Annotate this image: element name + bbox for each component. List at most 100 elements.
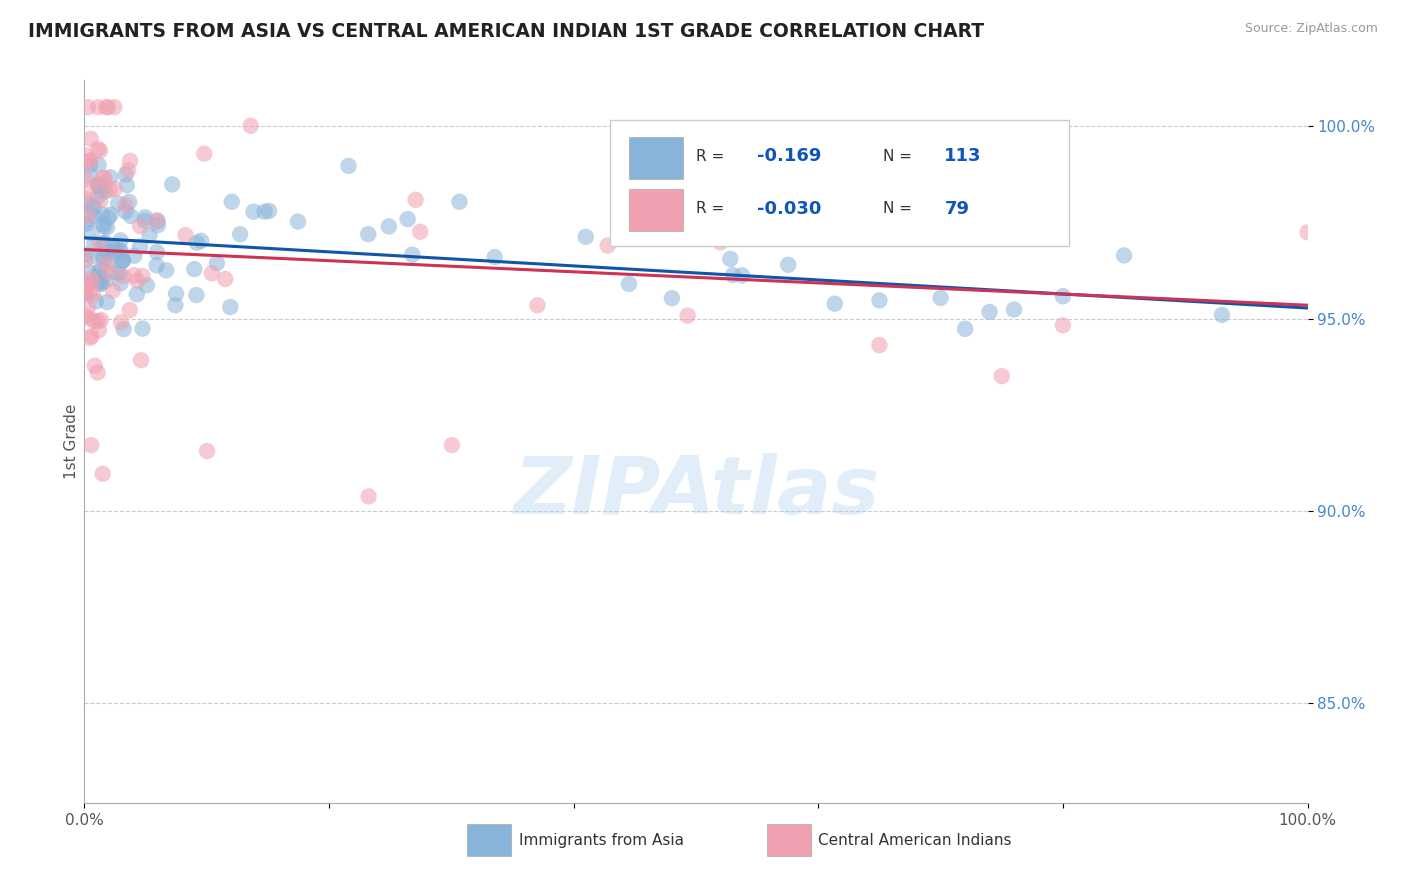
- Point: [378, 219, 401, 234]
- Point: [405, 193, 427, 207]
- Point: [1052, 289, 1074, 303]
- Point: [953, 322, 976, 336]
- Point: [127, 274, 149, 288]
- Point: [120, 153, 142, 168]
- Point: [146, 214, 169, 228]
- Point: [118, 303, 141, 318]
- Point: [97, 211, 120, 225]
- Point: [110, 277, 132, 291]
- Point: [94, 184, 117, 198]
- Point: [221, 194, 243, 209]
- Point: [87, 314, 110, 328]
- FancyBboxPatch shape: [610, 120, 1069, 246]
- Point: [94, 274, 117, 288]
- Point: [93, 219, 115, 234]
- Point: [75, 192, 97, 206]
- Point: [79, 168, 101, 182]
- Point: [87, 158, 110, 172]
- Point: [991, 369, 1014, 384]
- Point: [709, 235, 731, 250]
- Point: [103, 100, 125, 114]
- Point: [186, 235, 208, 250]
- Point: [135, 278, 157, 293]
- Point: [97, 100, 120, 114]
- Point: [82, 276, 104, 290]
- FancyBboxPatch shape: [467, 824, 512, 856]
- Point: [80, 329, 103, 343]
- Point: [75, 309, 97, 323]
- Point: [80, 226, 103, 240]
- Point: [75, 285, 97, 300]
- Point: [108, 243, 131, 257]
- Point: [75, 253, 97, 268]
- Text: R =: R =: [696, 149, 724, 163]
- Point: [401, 247, 423, 261]
- Point: [97, 254, 120, 268]
- Point: [112, 322, 135, 336]
- Point: [869, 293, 891, 308]
- Point: [1114, 248, 1136, 262]
- Text: ZIPAtlas: ZIPAtlas: [513, 453, 879, 531]
- Point: [101, 239, 124, 253]
- Point: [111, 254, 134, 268]
- Point: [77, 265, 100, 279]
- Point: [76, 212, 98, 227]
- Point: [90, 277, 112, 291]
- Point: [98, 170, 121, 185]
- Point: [98, 183, 121, 197]
- Point: [193, 146, 215, 161]
- Point: [165, 298, 187, 312]
- FancyBboxPatch shape: [628, 188, 682, 231]
- Point: [111, 252, 134, 267]
- Point: [94, 235, 117, 250]
- Point: [449, 194, 471, 209]
- Point: [82, 198, 104, 212]
- Point: [75, 172, 97, 186]
- Point: [229, 227, 252, 242]
- Point: [219, 300, 242, 314]
- Point: [131, 269, 153, 284]
- Point: [87, 178, 110, 193]
- Point: [79, 153, 101, 168]
- Point: [484, 250, 506, 264]
- Point: [122, 249, 145, 263]
- Point: [87, 178, 110, 193]
- Point: [125, 287, 148, 301]
- Point: [91, 207, 114, 221]
- Point: [79, 132, 101, 146]
- Point: [75, 217, 97, 231]
- Point: [205, 256, 228, 270]
- Point: [83, 210, 105, 224]
- Text: 79: 79: [945, 200, 969, 218]
- Point: [96, 245, 118, 260]
- Point: [1052, 318, 1074, 333]
- Point: [778, 258, 800, 272]
- Point: [75, 247, 97, 261]
- Point: [83, 314, 105, 328]
- Point: [118, 194, 141, 209]
- Point: [83, 201, 105, 215]
- Point: [90, 262, 112, 277]
- Point: [112, 269, 135, 284]
- Point: [117, 163, 139, 178]
- Point: [89, 237, 111, 252]
- Point: [253, 204, 276, 219]
- Point: [91, 271, 114, 285]
- Point: [869, 338, 891, 352]
- Y-axis label: 1st Grade: 1st Grade: [63, 404, 79, 479]
- Point: [1211, 308, 1233, 322]
- Point: [160, 178, 183, 192]
- Point: [155, 263, 177, 277]
- Point: [131, 321, 153, 335]
- Point: [242, 204, 264, 219]
- Point: [75, 148, 97, 162]
- Point: [129, 239, 152, 253]
- Point: [731, 268, 754, 283]
- Point: [107, 196, 129, 211]
- Point: [89, 194, 111, 208]
- Point: [93, 252, 115, 266]
- Point: [77, 182, 100, 196]
- Point: [979, 305, 1001, 319]
- Point: [100, 208, 122, 222]
- Text: IMMIGRANTS FROM ASIA VS CENTRAL AMERICAN INDIAN 1ST GRADE CORRELATION CHART: IMMIGRANTS FROM ASIA VS CENTRAL AMERICAN…: [28, 22, 984, 41]
